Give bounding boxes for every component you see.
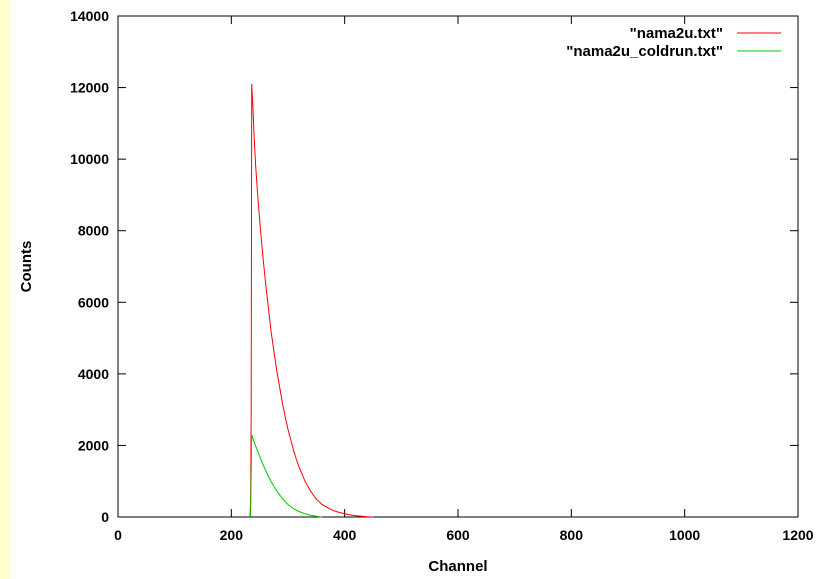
series-line-0 <box>249 83 374 518</box>
x-tick-label: 600 <box>446 527 470 543</box>
y-axis-label: Counts <box>18 241 35 293</box>
legend-label: "nama2u_coldrun.txt" <box>566 43 723 60</box>
x-axis: 0 200 400 600 800 1000 1200 <box>114 16 814 543</box>
y-tick-label: 8000 <box>78 223 109 239</box>
y-tick-label: 14000 <box>70 8 109 24</box>
legend: "nama2u.txt""nama2u_coldrun.txt" <box>566 25 781 60</box>
x-axis-label: Channel <box>428 558 487 575</box>
y-tick-label: 2000 <box>78 437 109 453</box>
y-tick-label: 10000 <box>70 151 109 167</box>
plot-panel <box>10 0 827 579</box>
y-tick-label: 6000 <box>78 294 109 310</box>
plot-frame <box>117 15 799 518</box>
y-tick-label: 4000 <box>78 366 109 382</box>
x-tick-label: 800 <box>560 527 584 543</box>
x-tick-label: 0 <box>114 527 122 543</box>
y-axis: 0 2000 4000 6000 8000 10000 12000 14000 <box>70 8 798 525</box>
series-line-1 <box>250 434 323 518</box>
series-layer <box>249 83 374 518</box>
y-tick-label: 0 <box>101 509 109 525</box>
x-tick-label: 400 <box>333 527 357 543</box>
x-tick-label: 200 <box>220 527 244 543</box>
x-tick-label: 1000 <box>669 527 700 543</box>
y-tick-label: 12000 <box>70 80 109 96</box>
x-tick-label: 1200 <box>782 527 813 543</box>
legend-label: "nama2u.txt" <box>630 25 723 42</box>
